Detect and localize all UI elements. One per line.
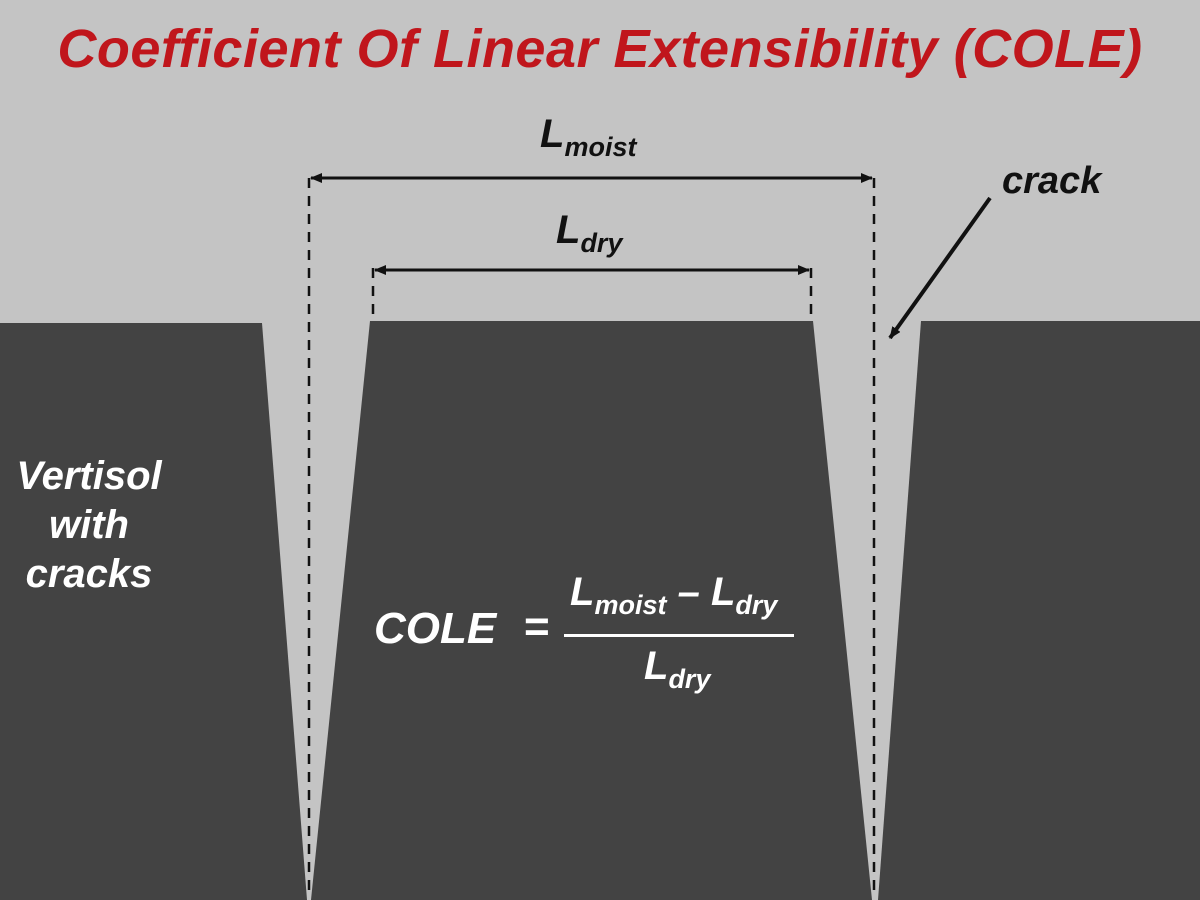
formula-equals-sign: =	[524, 602, 550, 651]
vertisol-line-2: with	[49, 502, 129, 547]
fraction-bar	[564, 634, 794, 637]
l-dry-subscript: dry	[580, 228, 623, 258]
formula-denominator: Ldry	[644, 644, 710, 695]
numerator-b-main: L	[710, 570, 736, 614]
denominator-main: L	[644, 644, 669, 688]
numerator-a-main: L	[570, 570, 595, 614]
numerator-b-subscript: dry	[735, 590, 778, 620]
l-dry-label: Ldry	[556, 208, 622, 259]
l-moist-main: L	[540, 112, 565, 156]
formula-numerator: Lmoist – Ldry	[570, 570, 777, 621]
numerator-minus: –	[666, 570, 711, 614]
denominator-subscript: dry	[668, 664, 711, 694]
numerator-a-subscript: moist	[594, 590, 667, 620]
formula-lhs: COLE	[374, 604, 497, 653]
soil-block-left	[0, 323, 307, 900]
vertisol-label: Vertisol with cracks	[6, 452, 172, 598]
crack-pointer-arrow	[888, 196, 992, 340]
l-dry-main: L	[556, 208, 581, 252]
l-moist-subscript: moist	[564, 132, 637, 162]
crack-label: crack	[1002, 160, 1102, 202]
vertisol-line-3: cracks	[25, 551, 153, 596]
slide-title: Coefficient Of Linear Extensibility (COL…	[57, 19, 1143, 79]
soil-block-center	[311, 321, 872, 900]
vertisol-line-1: Vertisol	[16, 454, 162, 498]
soil-block-right	[878, 321, 1200, 900]
l-moist-label: Lmoist	[540, 112, 636, 163]
